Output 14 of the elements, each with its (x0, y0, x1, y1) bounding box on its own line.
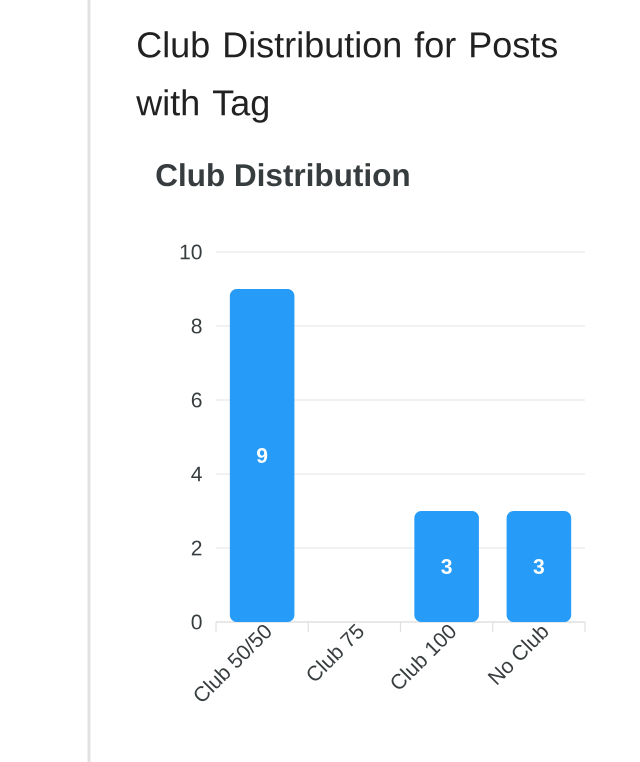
y-tick-label: 10 (180, 244, 202, 260)
data-label: 3 (441, 559, 452, 574)
x-tick-label: No Club (488, 626, 548, 686)
y-tick-label: 0 (192, 614, 202, 630)
x-tick-label: Club 100 (392, 624, 456, 689)
chart-subtitle: Club Distribution (156, 163, 409, 186)
x-tick-label: Club 75 (308, 624, 364, 680)
y-tick-label: 6 (192, 392, 202, 408)
data-label: 9 (257, 448, 268, 463)
data-label: 3 (534, 559, 544, 574)
y-tick-label: 2 (192, 540, 202, 556)
y-tick-label: 8 (192, 318, 202, 334)
chart-title: Club Distribution for Posts with Tag (136, 31, 557, 123)
y-tick-label: 4 (191, 466, 202, 482)
